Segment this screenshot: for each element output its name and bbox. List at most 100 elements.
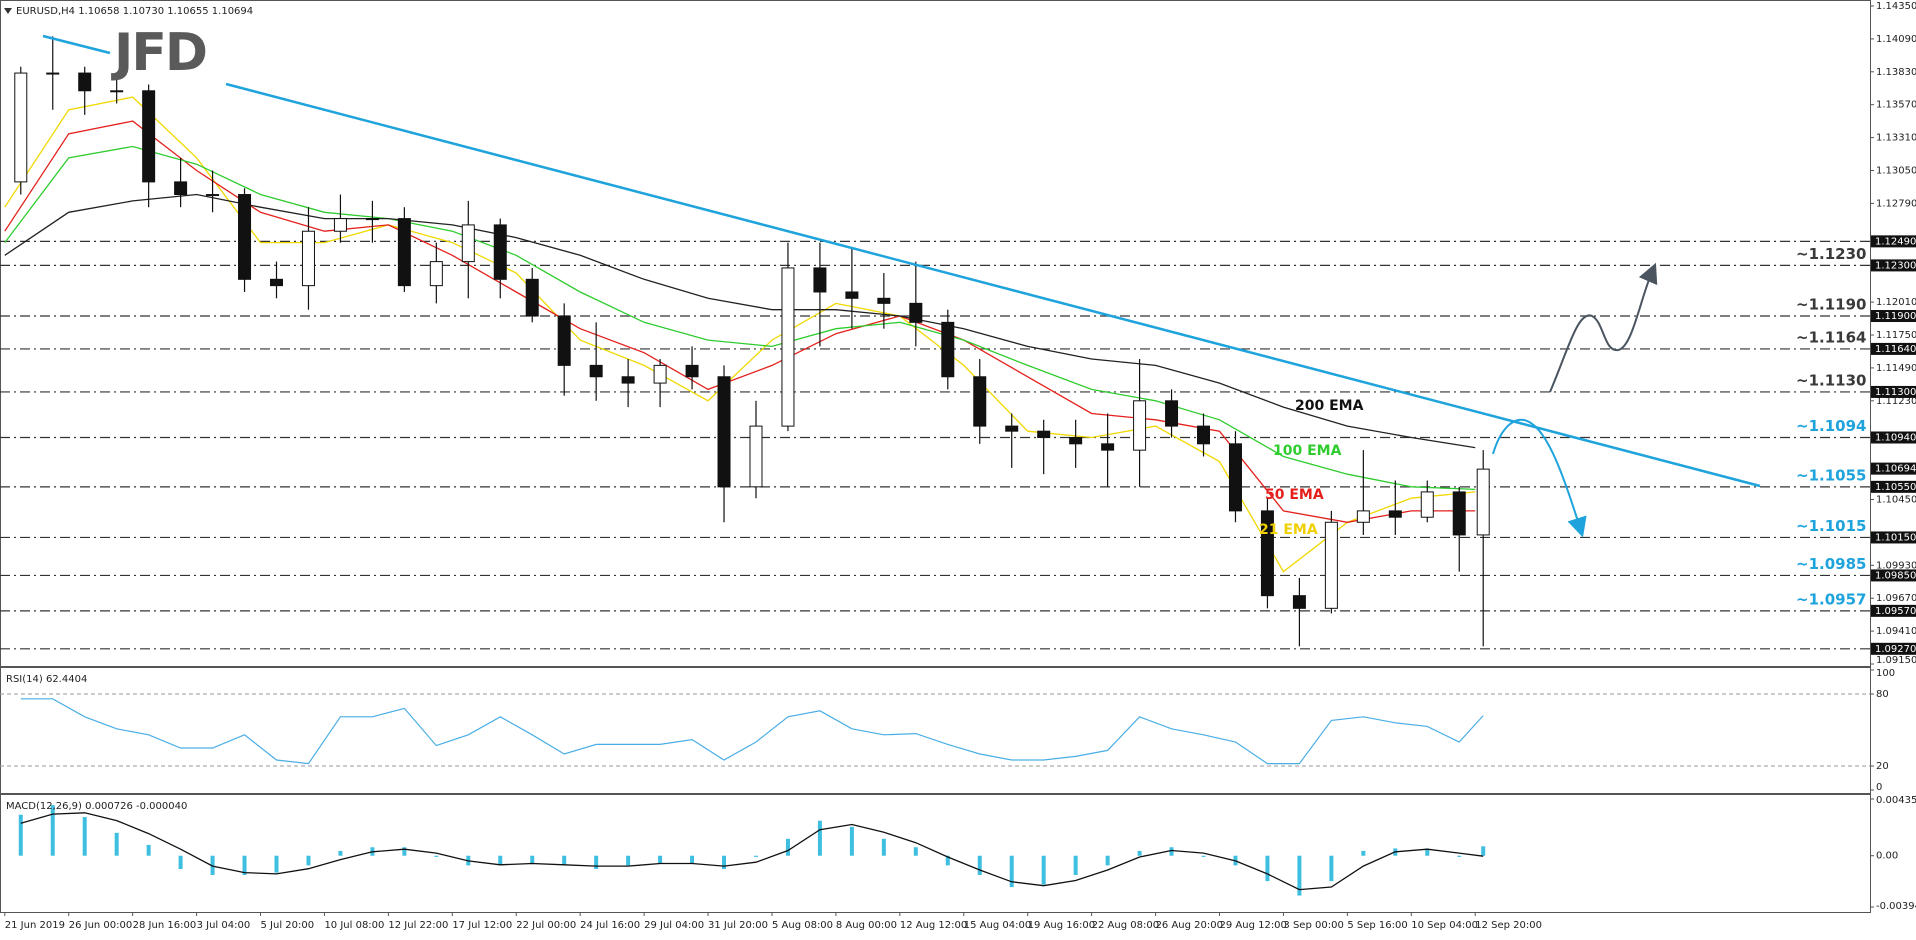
x-tick-label: 8 Aug 00:00 [836, 920, 897, 931]
y-tick-label: 20 [1876, 761, 1889, 772]
macd-bar [178, 855, 183, 870]
y-tick-label: 1.11230 [1876, 396, 1916, 407]
y-tick-label: 1.13830 [1876, 67, 1916, 78]
y-tick-label: 1.13050 [1876, 166, 1916, 177]
macd-bar [626, 855, 631, 866]
y-tick-label: -0.00394 [1876, 901, 1916, 912]
level-label: 1.09850 [1875, 570, 1916, 581]
candle-body [1356, 510, 1370, 523]
candle-body [973, 376, 987, 427]
candle-body [717, 376, 731, 488]
level-note: ~1.0957 [1796, 590, 1866, 608]
candle-body [429, 261, 443, 287]
level-label-box [1871, 385, 1916, 398]
ema-label: 100 EMA [1273, 443, 1342, 459]
candle-body [1228, 443, 1242, 512]
candle-body [653, 364, 667, 384]
candle-body [749, 425, 763, 488]
level-label: 1.11300 [1875, 387, 1916, 398]
macd-bar [1169, 847, 1174, 856]
macd-bar [1073, 855, 1078, 875]
macd-bar [50, 805, 55, 856]
candle-body [78, 72, 92, 92]
candle-body [941, 321, 955, 378]
y-tick-label: 0.00 [1876, 851, 1898, 862]
candle-body [110, 90, 124, 93]
macd-bar [1425, 848, 1430, 856]
level-label: 1.09570 [1875, 606, 1916, 617]
y-tick-label: 1.14350 [1876, 1, 1916, 12]
macd-bar [434, 855, 439, 857]
macd-bar [1297, 855, 1302, 896]
candle-body [1197, 425, 1211, 445]
level-note: ~1.1230 [1796, 245, 1866, 263]
candle-body [621, 376, 635, 384]
macd-bar [1201, 855, 1206, 857]
candle-body [333, 218, 347, 232]
level-label: 1.11640 [1875, 344, 1916, 355]
candle-body [461, 224, 475, 263]
y-tick-label: 1.11490 [1876, 363, 1916, 374]
macd-bar [1105, 855, 1110, 866]
candle-body [1452, 491, 1466, 536]
level-note: ~1.1164 [1796, 328, 1866, 346]
pane-frame [0, 0, 1871, 667]
level-label: 1.12490 [1875, 236, 1916, 247]
x-tick-label: 10 Sep 04:00 [1411, 920, 1478, 931]
x-tick-label: 31 Jul 20:00 [708, 920, 768, 931]
plot: 1.12490 1.12300 ~1.1230 1.11900 ~1.1190 1.116… [0, 36, 1916, 896]
candle-body [1069, 436, 1083, 445]
level-label-box [1871, 310, 1916, 323]
rsi-title: RSI(14) 62.4404 [6, 674, 87, 685]
candle-body [142, 90, 156, 183]
x-tick-label: 28 Jun 16:00 [133, 920, 197, 931]
y-tick-label: 1.09670 [1876, 593, 1916, 604]
y-tick-label: 0 [1876, 782, 1882, 793]
level-label-box [1871, 604, 1916, 617]
macd-bar [1265, 855, 1270, 882]
level-label: 1.12300 [1875, 260, 1916, 271]
candle-body [1037, 430, 1051, 438]
macd-bar [530, 855, 535, 864]
x-tick-label: 22 Jul 00:00 [516, 920, 576, 931]
macd-bar [913, 847, 918, 856]
macd-title: MACD(12,26,9) 0.000726 -0.000040 [6, 801, 187, 812]
macd-bar [881, 838, 886, 856]
macd-bar [658, 855, 663, 864]
candle-body [270, 278, 284, 287]
level-label-box [1871, 569, 1916, 582]
candle-body [813, 267, 827, 293]
level-label: 1.10150 [1875, 532, 1916, 543]
x-tick-label: 29 Jul 04:00 [644, 920, 704, 931]
candle-body [525, 278, 539, 317]
macd-bar [1041, 855, 1046, 885]
level-label-box [1871, 642, 1916, 655]
rsi-line [20, 698, 1484, 765]
x-tick-label: 15 Aug 04:00 [964, 920, 1031, 931]
macd-bar [594, 855, 599, 870]
last-price-label: 1.10694 [1875, 464, 1916, 475]
level-note: ~1.1015 [1796, 517, 1866, 535]
level-label: 1.10940 [1875, 432, 1916, 443]
y-tick-label: 1.13570 [1876, 100, 1916, 111]
macd-bar [849, 826, 854, 856]
trendline [225, 82, 1761, 488]
macd-bar [274, 855, 279, 873]
level-note: ~1.1130 [1796, 371, 1866, 389]
candle-body [1005, 425, 1019, 432]
candle-body [1260, 510, 1274, 597]
macd-bar [753, 855, 758, 857]
x-tick-label: 17 Jul 12:00 [452, 920, 512, 931]
y-tick-label: 1.11750 [1876, 330, 1916, 341]
header-marker [4, 8, 12, 14]
level-note: ~1.0985 [1796, 555, 1866, 573]
y-tick-label: 1.09930 [1876, 560, 1916, 571]
candle-body [238, 194, 252, 280]
y-tick-label: 1.09150 [1876, 655, 1916, 666]
x-tick-label: 19 Aug 16:00 [1028, 920, 1095, 931]
level-label-box [1871, 342, 1916, 355]
macd-bar [817, 820, 822, 856]
x-tick-label: 5 Aug 08:00 [772, 920, 833, 931]
